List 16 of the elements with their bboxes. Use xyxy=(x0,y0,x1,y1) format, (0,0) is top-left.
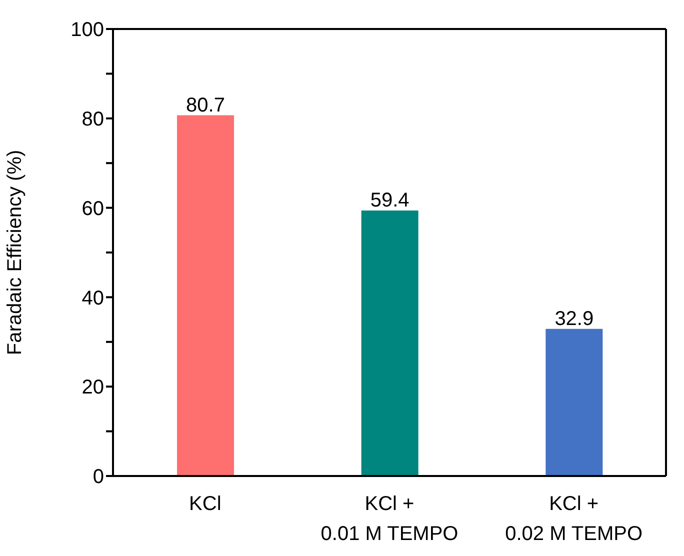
y-tick-label: 80 xyxy=(82,108,104,130)
x-tick-label: KCl xyxy=(189,493,222,515)
y-tick-label: 0 xyxy=(92,466,104,488)
bar xyxy=(177,115,234,476)
y-tick-label: 100 xyxy=(70,19,104,42)
data-label: 80.7 xyxy=(186,94,225,116)
data-label: 32.9 xyxy=(554,308,594,330)
data-label: 59.4 xyxy=(370,189,410,212)
y-tick-label: 20 xyxy=(82,376,104,399)
y-axis-title: Faradaic Efficiency (%) xyxy=(4,150,26,356)
bar xyxy=(361,210,418,476)
y-tick-label: 60 xyxy=(82,198,104,220)
bar xyxy=(546,328,603,476)
y-tick-label: 40 xyxy=(82,287,104,310)
x-tick-label: KCl + 0.01 M TEMPO xyxy=(320,493,458,545)
x-tick-label: KCl + 0.02 M TEMPO xyxy=(505,493,643,545)
